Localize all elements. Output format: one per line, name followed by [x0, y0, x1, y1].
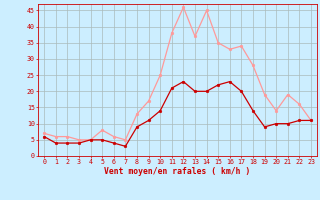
X-axis label: Vent moyen/en rafales ( km/h ): Vent moyen/en rafales ( km/h ) [104, 167, 251, 176]
